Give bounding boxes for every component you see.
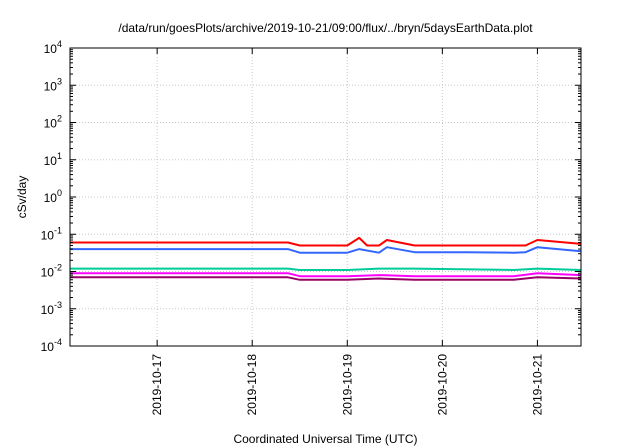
- y-tick-label: 10-4: [41, 337, 62, 354]
- series-group: [70, 236, 582, 281]
- series-line-5: [70, 272, 582, 278]
- y-tick-base: 10: [44, 191, 58, 205]
- y-tick-exponent: 2: [57, 114, 62, 124]
- y-tick-base: 10: [44, 117, 58, 131]
- y-tick-exponent: 0: [57, 188, 62, 198]
- x-axis-label: Coordinated Universal Time (UTC): [233, 432, 417, 446]
- y-tick-label: 10-2: [41, 263, 62, 280]
- y-tick-label: 102: [44, 114, 62, 131]
- ticks: 10410310210110010-110-210-310-42019-10-1…: [41, 39, 581, 415]
- y-tick-exponent: -4: [54, 337, 62, 347]
- y-tick-label: 101: [44, 151, 62, 168]
- y-tick-base: 10: [41, 340, 55, 354]
- x-tick-label: 2019-10-19: [340, 354, 354, 416]
- series-line-1: [70, 236, 582, 247]
- y-tick-base: 10: [44, 42, 58, 56]
- y-tick-base: 10: [41, 228, 55, 242]
- y-tick-label: 104: [44, 39, 62, 56]
- y-tick-exponent: -3: [54, 300, 62, 310]
- series-line-2: [70, 246, 582, 254]
- y-axis-label: cSv/day: [15, 176, 29, 219]
- x-tick-label: 2019-10-20: [435, 354, 449, 416]
- x-tick-label: 2019-10-21: [530, 354, 544, 416]
- y-tick-base: 10: [44, 154, 58, 168]
- series-line-4: [70, 276, 582, 281]
- x-tick-label: 2019-10-18: [245, 354, 259, 416]
- y-tick-label: 103: [44, 76, 62, 93]
- series-line-3: [70, 267, 582, 271]
- y-tick-exponent: 4: [57, 39, 62, 49]
- y-tick-label: 10-3: [41, 300, 62, 317]
- y-tick-label: 10-1: [41, 225, 62, 242]
- y-tick-base: 10: [41, 266, 55, 280]
- y-tick-exponent: -2: [54, 263, 62, 273]
- chart-title: /data/run/goesPlots/archive/2019-10-21/0…: [118, 21, 533, 35]
- y-tick-exponent: -1: [54, 225, 62, 235]
- y-tick-exponent: 1: [57, 151, 62, 161]
- y-tick-label: 100: [44, 188, 62, 205]
- y-tick-exponent: 3: [57, 76, 62, 86]
- y-tick-base: 10: [41, 303, 55, 317]
- y-tick-base: 10: [44, 79, 58, 93]
- x-tick-label: 2019-10-17: [150, 354, 164, 416]
